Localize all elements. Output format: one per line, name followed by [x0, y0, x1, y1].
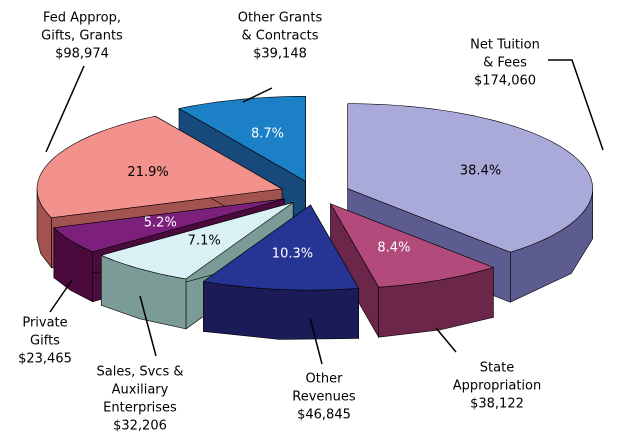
category-label: Enterprises	[103, 401, 177, 416]
category-label: Other	[306, 372, 344, 387]
category-label: Gifts	[30, 334, 60, 349]
slice	[347, 103, 593, 253]
category-label: Appropriation	[453, 379, 542, 394]
value-label: $39,148	[253, 47, 307, 62]
value-label: $38,122	[470, 397, 524, 412]
value-label: $32,206	[113, 419, 167, 434]
leader-line	[309, 317, 323, 365]
leader-line	[45, 65, 85, 153]
slice-wall	[203, 281, 359, 340]
value-label: $23,465	[18, 352, 72, 367]
percent-label: 8.7%	[251, 126, 284, 141]
slice	[53, 198, 285, 253]
category-label: Private	[22, 316, 67, 331]
value-label: $46,845	[297, 408, 351, 423]
slice	[36, 115, 283, 219]
category-label: & Contracts	[242, 29, 319, 44]
category-label: Revenues	[292, 390, 356, 405]
leader-line	[139, 295, 157, 357]
value-label: $174,060	[474, 74, 536, 89]
category-label: & Fees	[483, 56, 527, 71]
category-label: Net Tuition	[470, 38, 540, 53]
percent-label: 5.2%	[144, 215, 177, 230]
category-label: Auxiliary	[112, 383, 169, 398]
slice	[100, 202, 294, 280]
slice	[329, 203, 495, 288]
percent-label: 8.4%	[377, 241, 410, 256]
percent-label: 10.3%	[272, 246, 313, 261]
percent-label: 7.1%	[188, 233, 221, 248]
percent-label: 38.4%	[460, 164, 501, 179]
slice	[178, 96, 306, 182]
slice	[202, 204, 360, 291]
category-label: Gifts, Grants	[41, 29, 123, 44]
category-label: Other Grants	[238, 11, 323, 26]
category-label: Fed Approp,	[43, 11, 121, 26]
leader-line	[435, 327, 457, 353]
leader-line	[49, 279, 73, 313]
value-label: $98,974	[55, 47, 109, 62]
leader-line	[548, 59, 604, 151]
category-label: Sales, Svcs &	[96, 365, 183, 380]
category-label: State	[480, 361, 514, 376]
leader-line	[242, 87, 273, 103]
percent-label: 21.9%	[127, 165, 168, 180]
